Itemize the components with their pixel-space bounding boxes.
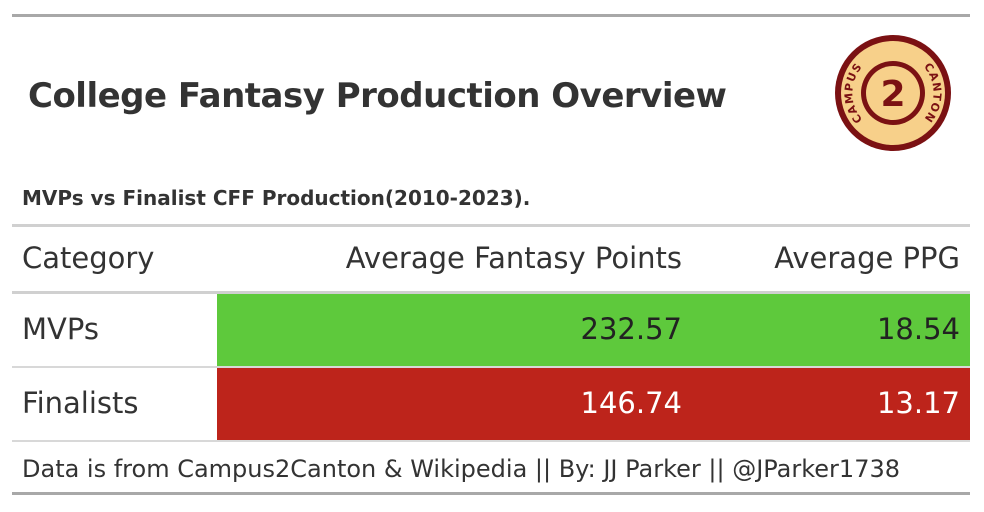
column-header-avg-ppg: Average PPG: [774, 241, 960, 275]
row-category: MVPs: [22, 312, 99, 346]
chart-title: College Fantasy Production Overview: [28, 76, 727, 116]
chart-subtitle: MVPs vs Finalist CFF Production(2010-202…: [22, 186, 531, 210]
svg-text:CAMPUS: CAMPUS: [842, 60, 865, 126]
row-value-fill: [217, 368, 970, 440]
row-rule: [12, 440, 970, 442]
row-rule: [12, 366, 970, 368]
table-row: MVPs 232.57 18.54: [12, 294, 970, 366]
column-header-avg-points: Average Fantasy Points: [345, 241, 682, 275]
row-avg-ppg: 13.17: [876, 386, 960, 420]
logo-text-left: CAMPUS: [842, 60, 864, 126]
source-note: Data is from Campus2Canton & Wikipedia |…: [22, 455, 901, 483]
row-value-fill: [217, 294, 970, 366]
subtitle-rule: [12, 224, 970, 227]
logo-number: 2: [880, 74, 905, 115]
header-rule: [12, 291, 970, 294]
table-row: Finalists 146.74 13.17: [12, 368, 970, 440]
top-rule: [12, 14, 970, 17]
row-avg-points: 146.74: [580, 386, 682, 420]
row-avg-points: 232.57: [580, 312, 682, 346]
row-category: Finalists: [22, 386, 139, 420]
table-header: Category Average Fantasy Points Average …: [12, 227, 970, 291]
data-table: Category Average Fantasy Points Average …: [12, 227, 970, 442]
column-header-category: Category: [22, 241, 155, 275]
bottom-rule: [12, 492, 970, 495]
row-avg-ppg: 18.54: [876, 312, 960, 346]
campus2canton-logo-icon: CAMPUS CANTON 2: [835, 35, 951, 151]
